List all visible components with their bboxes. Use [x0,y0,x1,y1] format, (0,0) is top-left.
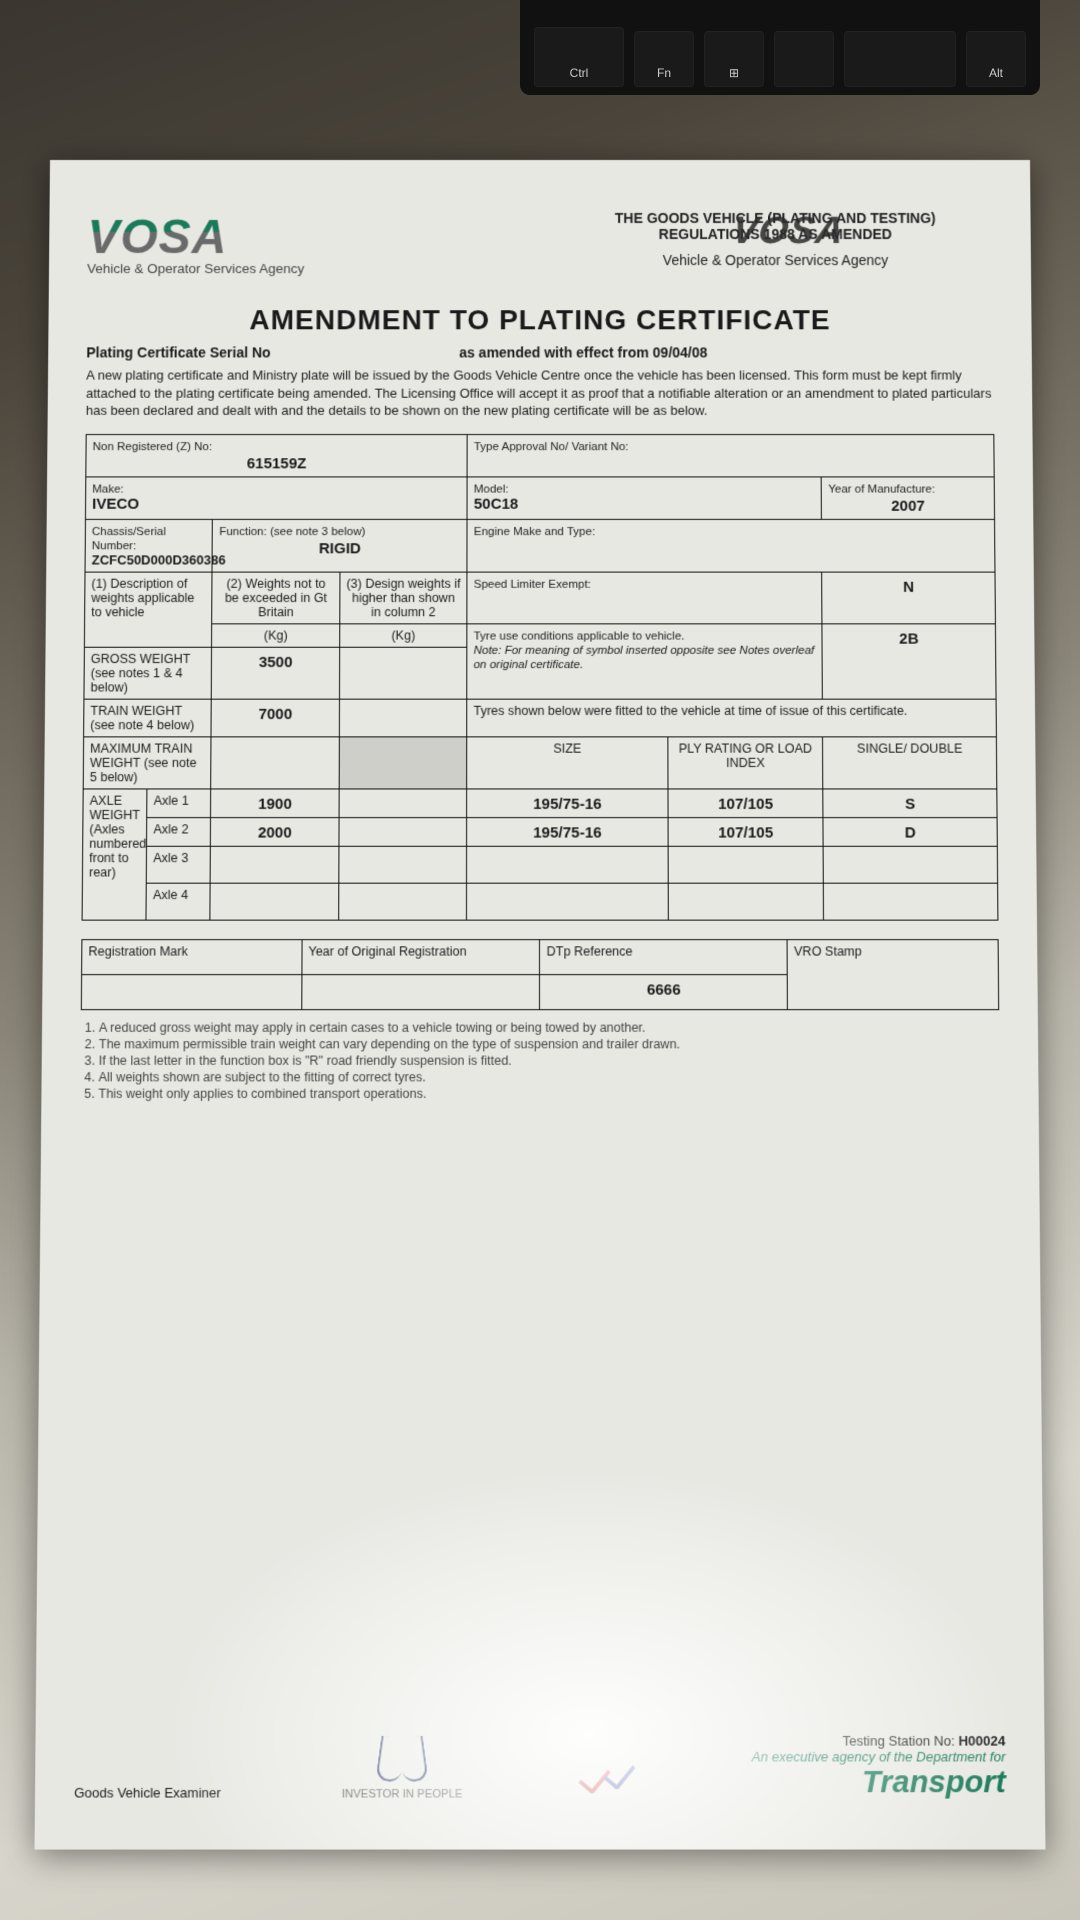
chassis-label: Chassis/Serial Number: [92,526,166,552]
nonreg-label: Non Registered (Z) No: [93,441,213,453]
engine-label: Engine Make and Type: [474,526,595,538]
reg-mark-value [81,974,301,1009]
certificate-page: VOSA Vehicle & Operator Services Agency … [35,160,1046,1850]
station-value: H00024 [958,1733,1005,1749]
reg-mark-label: Registration Mark [82,939,302,974]
maxtrain-label: MAXIMUM TRAIN WEIGHT (see note 5 below) [83,737,211,789]
axle1-label: Axle 1 [147,789,211,818]
note-3: If the last letter in the function box i… [99,1053,1000,1067]
vosa-logo-overprint: VOSA [729,210,847,253]
key-ctrl: Ctrl [534,27,624,87]
station-label: Testing Station No: [842,1733,954,1749]
axle2-weight: 2000 [217,824,332,841]
model-label: Model: [474,483,509,495]
axle2-ply: 107/105 [675,824,817,841]
serial-label: Plating Certificate Serial No [86,344,270,360]
col2-head: (2) Weights not to be exceeded in Gt Bri… [212,572,340,624]
nonreg-value: 615159Z [92,455,460,472]
note-2: The maximum permissible train weight can… [99,1037,1000,1051]
keyboard-strip: Ctrl Fn ⊞ Alt [520,0,1040,95]
tyrecond-value: 2B [829,630,989,647]
reg-yor-value [301,974,539,1009]
transport-word: Transport [752,1765,1006,1801]
agency-line: An executive agency of the Department fo… [752,1749,1006,1765]
axle3-label: Axle 3 [146,846,210,883]
key-win: ⊞ [704,31,764,87]
axle2-label: Axle 2 [147,817,211,846]
train-label: TRAIN WEIGHT (see note 4 below) [84,699,212,737]
axle1-weight: 1900 [218,795,333,812]
year-value: 2007 [828,497,988,514]
axle-label: AXLE WEIGHT (Axles numbered front to rea… [82,789,147,920]
laurel-icon [375,1731,429,1786]
col1-head: (1) Description of weights applicable to… [84,572,212,647]
note-4: All weights shown are subject to the fit… [98,1070,999,1084]
gross-value: 3500 [218,653,333,670]
model-value: 50C18 [474,495,519,512]
tyrecond-label: Tyre use conditions applicable to vehicl… [474,630,685,642]
year-label: Year of Manufacture: [828,483,935,495]
axle4-label: Axle 4 [146,883,210,920]
twoticks-block [583,1758,630,1800]
amended-label: as amended with effect from [459,344,649,360]
reg-vro-label: VRO Stamp [787,939,998,1009]
col3-head: (3) Design weights if higher than shown … [340,572,468,624]
reg-yor-label: Year of Original Registration [302,939,540,974]
note-1: A reduced gross weight may apply in cert… [99,1020,1000,1034]
investor-text: INVESTOR IN PEOPLE [342,1788,463,1801]
main-table: Non Registered (Z) No: 615159Z Type Appro… [82,434,999,921]
registration-table: Registration Mark Year of Original Regis… [81,939,999,1010]
gross-label: GROSS WEIGHT (see notes 1 & 4 below) [84,647,212,699]
vosa-name-2: Vehicle & Operator Services Agency [558,252,993,268]
notes-list: A reduced gross weight may apply in cert… [80,1020,1000,1101]
make-value: IVECO [92,495,139,512]
vosa-name: Vehicle & Operator Services Agency [87,261,304,276]
reg-dtp-label: DTp Reference [540,939,788,974]
intro-paragraph: A new plating certificate and Ministry p… [86,367,994,420]
train-value: 7000 [218,705,333,722]
key-alt-l [774,31,834,87]
vosa-logo: VOSA [87,210,305,265]
speed-label: Speed Limiter Exempt: [474,578,591,590]
serial-line: Plating Certificate Serial No as amended… [86,344,993,360]
footer: Goods Vehicle Examiner INVESTOR IN PEOPL… [74,1731,1006,1801]
key-space [844,31,956,87]
note-5: This weight only applies to combined tra… [98,1086,1000,1100]
size-head: SIZE [467,737,668,789]
reg-dtp-value: 6666 [547,981,781,999]
examiner-label: Goods Vehicle Examiner [74,1785,221,1801]
typeapp-label: Type Approval No/ Variant No: [474,441,629,453]
header-left: VOSA Vehicle & Operator Services Agency [87,210,305,276]
header-right: THE GOODS VEHICLE (PLATING AND TESTING) … [558,210,993,268]
ply-head: PLY RATING OR LOAD INDEX [668,737,823,789]
two-ticks-icon [583,1758,630,1800]
function-label: Function: (see note 3 below) [219,526,365,538]
speed-value: N [829,578,989,595]
tyrecond-note: Note: For meaning of symbol inserted opp… [474,644,815,670]
axle1-size: 195/75-16 [473,795,661,812]
key-fn: Fn [634,31,694,87]
kg-1: (Kg) [212,623,340,646]
page-title: AMENDMENT TO PLATING CERTIFICATE [87,304,994,336]
chassis-value: ZCFC50D000D360386 [92,552,226,567]
tyres-note: Tyres shown below were fitted to the veh… [467,699,996,737]
sd-head: SINGLE/ DOUBLE [823,737,997,789]
kg-2: (Kg) [340,623,468,646]
axle1-sd: S [830,795,991,812]
axle2-sd: D [830,824,991,841]
amended-date: 09/04/08 [653,344,708,360]
investor-block: INVESTOR IN PEOPLE [342,1731,463,1801]
make-label: Make: [92,483,124,495]
transport-block: Testing Station No: H00024 An executive … [752,1733,1006,1801]
key-alt-r: Alt [966,31,1026,87]
function-value: RIGID [219,540,461,557]
axle2-size: 195/75-16 [473,824,661,841]
axle1-ply: 107/105 [674,795,816,812]
